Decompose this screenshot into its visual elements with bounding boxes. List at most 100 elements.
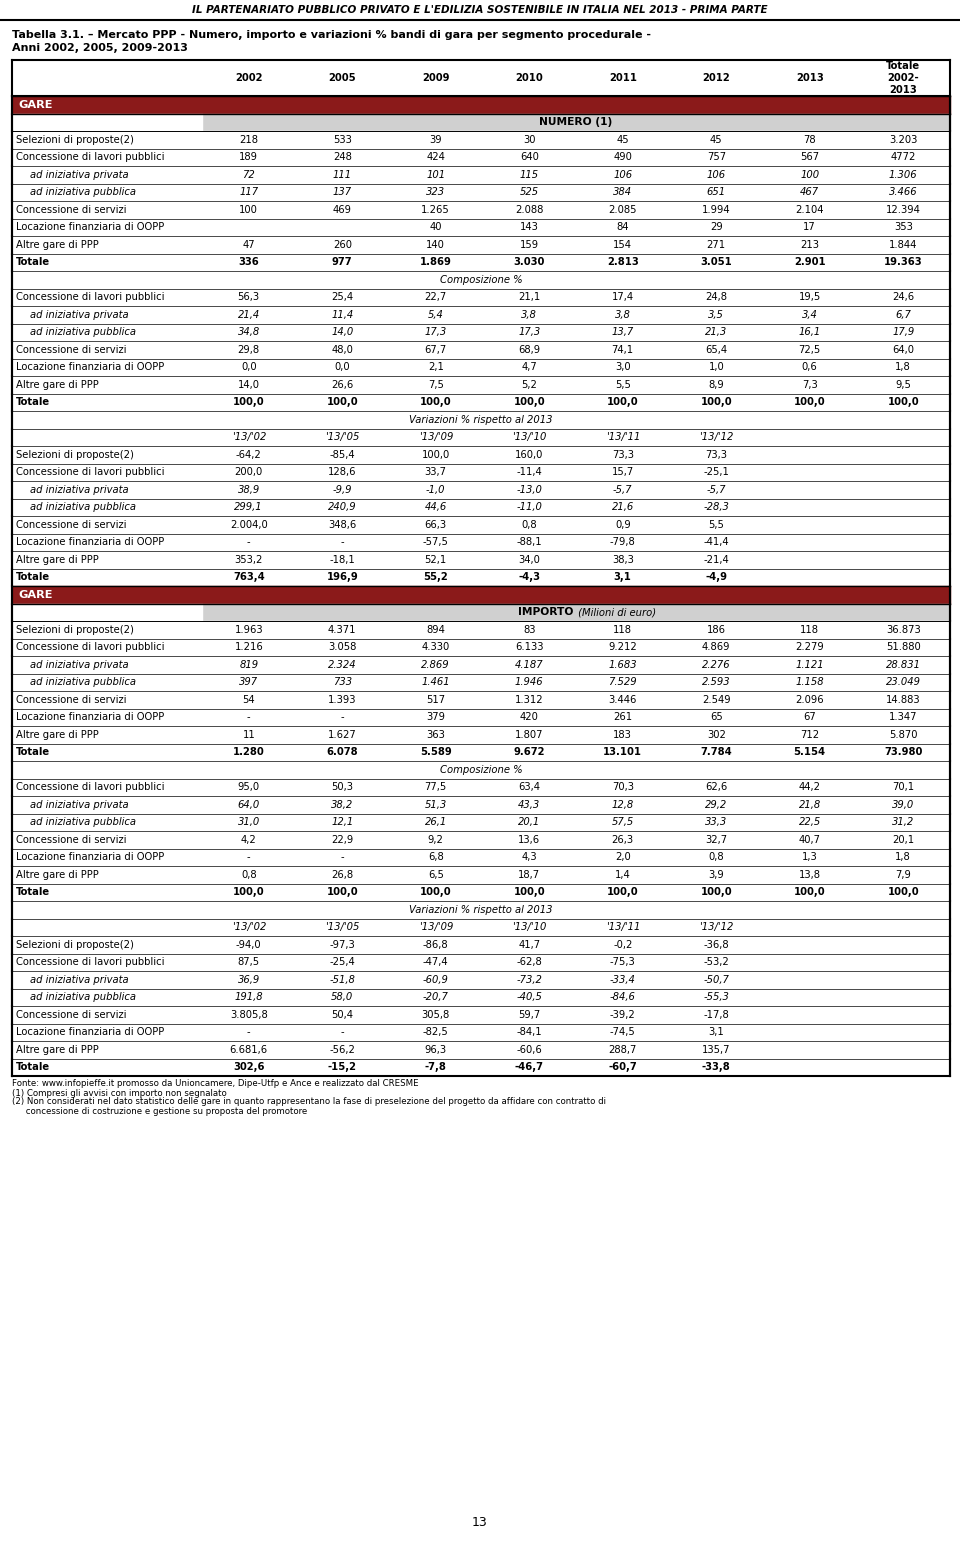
Text: 100,0: 100,0 — [701, 397, 732, 407]
Text: 67,7: 67,7 — [424, 344, 446, 355]
Text: 33,3: 33,3 — [706, 818, 728, 827]
Text: 2,0: 2,0 — [614, 852, 631, 863]
Text: 95,0: 95,0 — [238, 782, 260, 792]
Text: 40,7: 40,7 — [799, 835, 821, 844]
Bar — [12, 167, 950, 184]
Text: Locazione finanziaria di OOPP: Locazione finanziaria di OOPP — [16, 852, 164, 863]
Text: '13/'11: '13/'11 — [606, 432, 640, 443]
Text: Selezioni di proposte(2): Selezioni di proposte(2) — [16, 625, 133, 634]
Text: 261: 261 — [613, 713, 633, 722]
Text: 3,1: 3,1 — [708, 1028, 724, 1037]
Text: 143: 143 — [519, 222, 539, 233]
Text: 5,5: 5,5 — [614, 380, 631, 390]
Text: -40,5: -40,5 — [516, 992, 542, 1003]
Text: 25,4: 25,4 — [331, 292, 353, 302]
Text: -41,4: -41,4 — [704, 537, 729, 548]
Text: 1,0: 1,0 — [708, 363, 724, 372]
Text: 100,0: 100,0 — [326, 397, 358, 407]
Bar — [12, 603, 202, 620]
Text: (2) Non considerati nel dato statistico delle gare in quanto rappresentano la fa: (2) Non considerati nel dato statistico … — [12, 1097, 606, 1106]
Text: -15,2: -15,2 — [327, 1062, 357, 1072]
Text: 1.461: 1.461 — [421, 677, 450, 687]
Text: 3,5: 3,5 — [708, 310, 724, 319]
Text: 1.994: 1.994 — [702, 205, 731, 214]
Text: Totale: Totale — [16, 258, 50, 267]
Text: 19,5: 19,5 — [799, 292, 821, 302]
Text: 64,0: 64,0 — [892, 344, 914, 355]
Text: 1.306: 1.306 — [889, 170, 918, 179]
Text: 5.870: 5.870 — [889, 730, 918, 739]
Text: -62,8: -62,8 — [516, 957, 542, 967]
Text: 17,4: 17,4 — [612, 292, 634, 302]
Text: 3.051: 3.051 — [701, 258, 732, 267]
Text: Altre gare di PPP: Altre gare di PPP — [16, 730, 99, 739]
Text: 248: 248 — [333, 153, 351, 162]
Text: -82,5: -82,5 — [422, 1028, 448, 1037]
Text: '13/'10: '13/'10 — [512, 432, 546, 443]
Bar — [12, 306, 950, 324]
Text: 51,3: 51,3 — [424, 799, 446, 810]
Bar — [12, 481, 950, 498]
Bar — [12, 813, 950, 832]
Text: Concessione di servizi: Concessione di servizi — [16, 694, 127, 705]
Text: Totale: Totale — [16, 747, 50, 758]
Bar — [12, 639, 950, 656]
Text: 34,0: 34,0 — [518, 555, 540, 565]
Text: -5,7: -5,7 — [613, 485, 633, 495]
Text: 302: 302 — [707, 730, 726, 739]
Text: 3,1: 3,1 — [613, 572, 632, 582]
Text: 567: 567 — [801, 153, 819, 162]
Text: 4.371: 4.371 — [328, 625, 356, 634]
Text: 2,1: 2,1 — [428, 363, 444, 372]
Text: GARE: GARE — [18, 589, 53, 600]
Text: 379: 379 — [426, 713, 445, 722]
Bar — [12, 708, 950, 727]
Text: Tabella 3.1. – Mercato PPP - Numero, importo e variazioni % bandi di gara per se: Tabella 3.1. – Mercato PPP - Numero, imp… — [12, 29, 651, 40]
Text: 47: 47 — [243, 239, 255, 250]
Text: 0,9: 0,9 — [614, 520, 631, 529]
Text: 11,4: 11,4 — [331, 310, 353, 319]
Text: Altre gare di PPP: Altre gare di PPP — [16, 1045, 99, 1055]
Text: 14,0: 14,0 — [331, 327, 353, 338]
Text: 20,1: 20,1 — [892, 835, 914, 844]
Text: 4,2: 4,2 — [241, 835, 256, 844]
Bar — [12, 324, 950, 341]
Text: 14,0: 14,0 — [238, 380, 260, 390]
Text: Locazione finanziaria di OOPP: Locazione finanziaria di OOPP — [16, 222, 164, 233]
Text: 1,4: 1,4 — [614, 870, 631, 880]
Text: 12,1: 12,1 — [331, 818, 353, 827]
Text: -33,8: -33,8 — [702, 1062, 731, 1072]
Text: 51.880: 51.880 — [886, 642, 921, 653]
Text: (Milioni di euro): (Milioni di euro) — [575, 608, 657, 617]
Text: -46,7: -46,7 — [515, 1062, 543, 1072]
Text: 2.096: 2.096 — [796, 694, 824, 705]
Text: 40: 40 — [429, 222, 442, 233]
Text: 38,3: 38,3 — [612, 555, 634, 565]
Text: 17,9: 17,9 — [892, 327, 914, 338]
Text: 33,7: 33,7 — [424, 468, 446, 477]
Text: 38,2: 38,2 — [331, 799, 353, 810]
Text: 271: 271 — [707, 239, 726, 250]
Text: 218: 218 — [239, 134, 258, 145]
Bar — [12, 779, 950, 796]
Text: 78: 78 — [804, 134, 816, 145]
Text: -47,4: -47,4 — [423, 957, 448, 967]
Text: 34,8: 34,8 — [238, 327, 260, 338]
Text: 22,9: 22,9 — [331, 835, 353, 844]
Text: 50,3: 50,3 — [331, 782, 353, 792]
Text: 1.844: 1.844 — [889, 239, 918, 250]
Text: 2010: 2010 — [516, 73, 543, 83]
Text: 21,8: 21,8 — [799, 799, 821, 810]
Text: 5,2: 5,2 — [521, 380, 538, 390]
Text: 100,0: 100,0 — [794, 887, 826, 896]
Text: 84: 84 — [616, 222, 629, 233]
Text: 0,0: 0,0 — [334, 363, 350, 372]
Text: 65,4: 65,4 — [706, 344, 728, 355]
Text: 4.869: 4.869 — [702, 642, 731, 653]
Bar — [12, 393, 950, 410]
Text: 640: 640 — [519, 153, 539, 162]
Text: 17,3: 17,3 — [424, 327, 446, 338]
Text: 52,1: 52,1 — [424, 555, 446, 565]
Text: -60,9: -60,9 — [422, 975, 448, 984]
Text: Totale: Totale — [16, 1062, 50, 1072]
